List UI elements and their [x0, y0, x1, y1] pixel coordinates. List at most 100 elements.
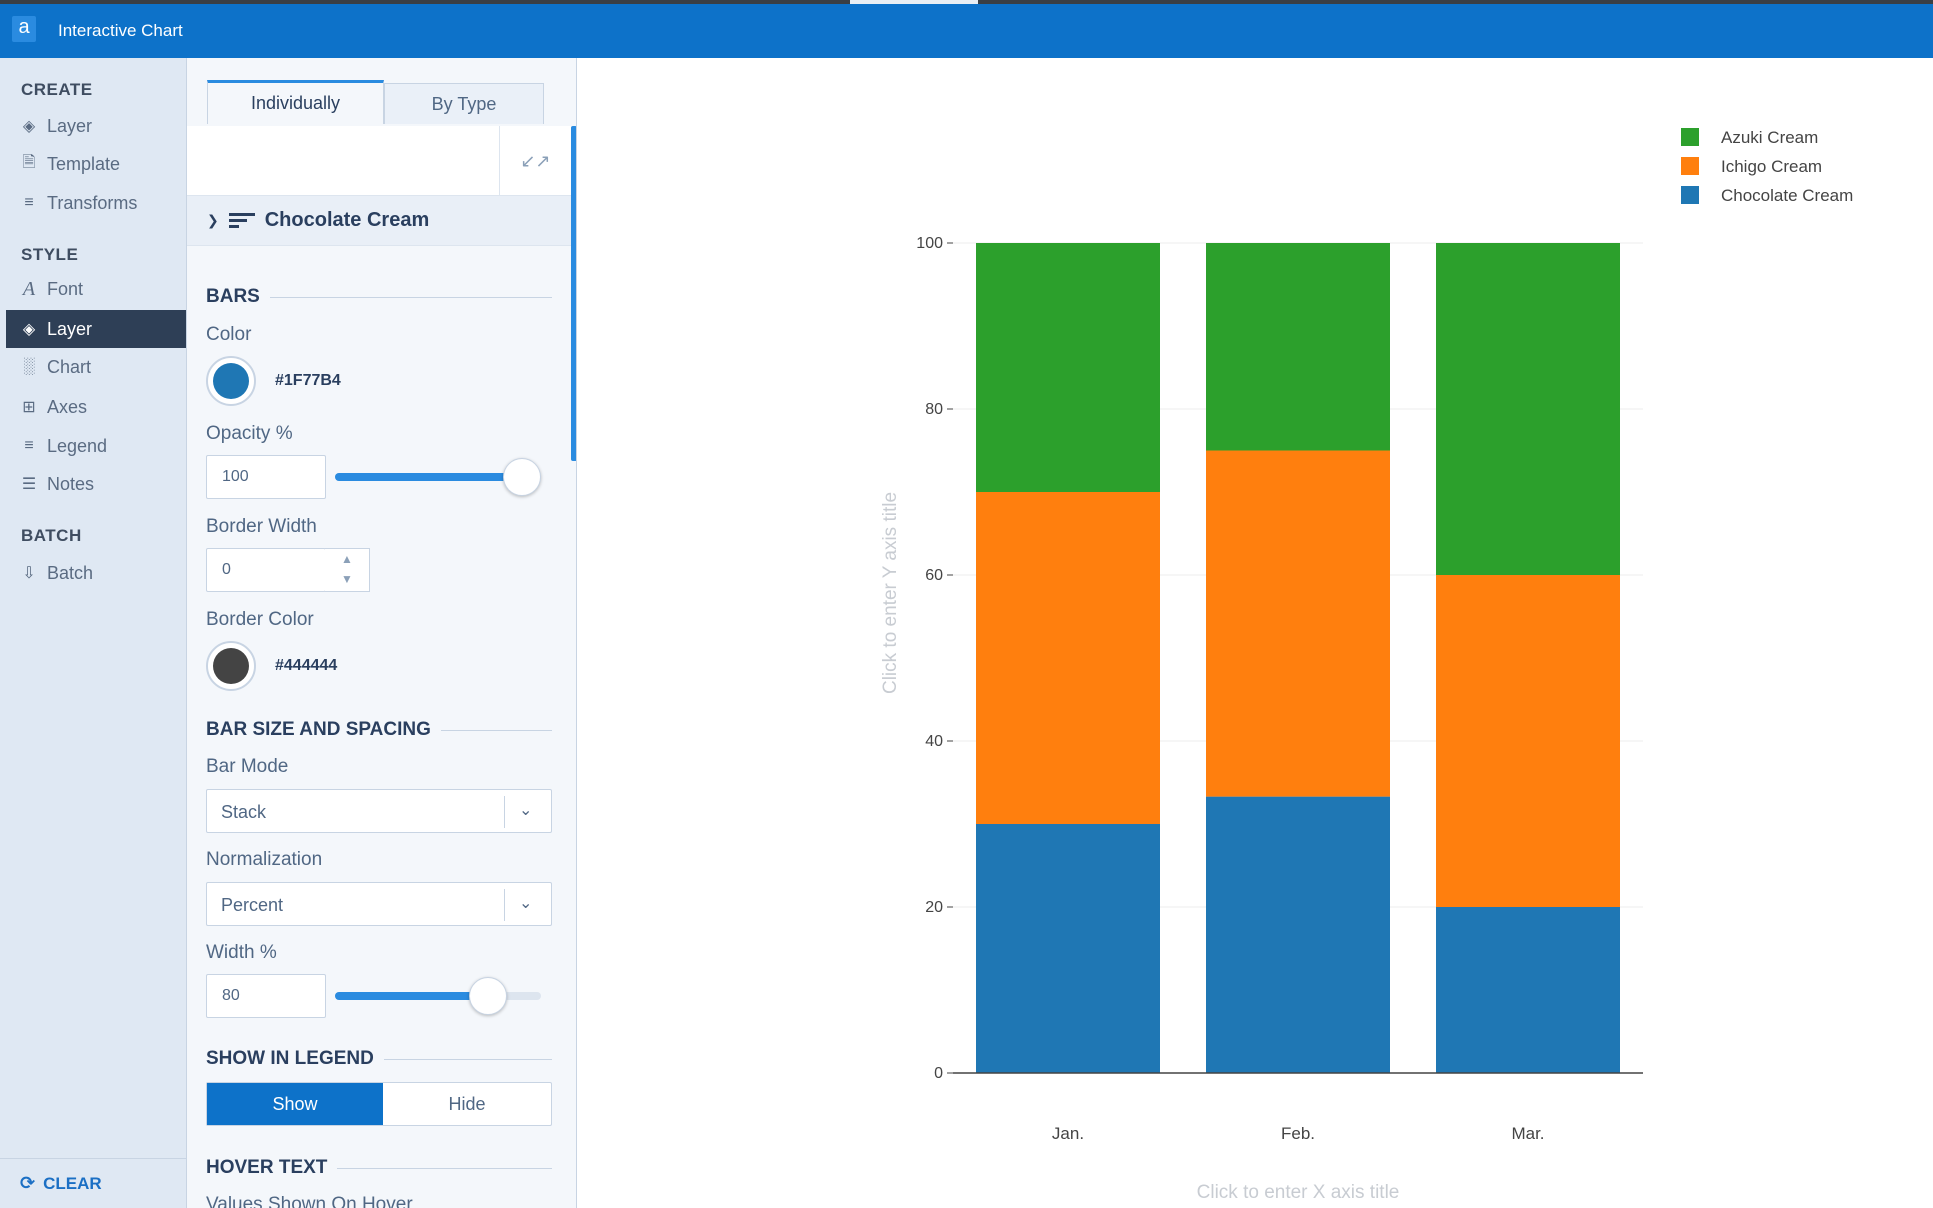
- sidebar-item-template[interactable]: 🗎 Template: [6, 145, 186, 183]
- batch-icon: ⇩: [22, 565, 36, 582]
- dropdown-divider: [504, 796, 505, 828]
- width-slider[interactable]: [335, 977, 541, 1015]
- y-axis-title[interactable]: Click to enter Y axis title: [880, 492, 901, 694]
- opacity-input[interactable]: 100: [206, 455, 326, 499]
- legend-swatch: [1681, 128, 1699, 146]
- legend-toggle: Show Hide: [206, 1082, 552, 1126]
- color-hex: #1F77B4: [275, 372, 341, 389]
- width-slider-fill: [335, 992, 489, 1000]
- editor-panel: Individually By Type ↙↗ ❯ Chocolate Crea…: [187, 58, 577, 1208]
- divider: [337, 1167, 552, 1169]
- sidebar-item-label: Chart: [47, 356, 92, 377]
- legend-label: Azuki Cream: [1721, 128, 1818, 147]
- width-label: Width %: [206, 942, 277, 963]
- divider: [383, 1058, 552, 1060]
- border-color-swatch-fill: [213, 648, 249, 684]
- sidebar-item-notes[interactable]: ☰ Notes: [6, 465, 186, 503]
- section-hover-text: HOVER TEXT: [206, 1157, 552, 1179]
- border-color-label: Border Color: [206, 609, 314, 630]
- chevron-down-icon: ⌄: [519, 802, 533, 819]
- panel-scrollbar[interactable]: [571, 126, 576, 461]
- sidebar-item-label: Template: [47, 153, 121, 174]
- sidebar-item-font[interactable]: A Font: [6, 270, 186, 308]
- title-bar: a Interactive Chart: [0, 4, 1933, 58]
- bar-azuki-cream: [1206, 243, 1390, 451]
- legend-swatch: [1681, 186, 1699, 204]
- width-slider-handle[interactable]: [469, 977, 508, 1015]
- sidebar-item-label: Legend: [47, 435, 108, 456]
- border-width-stepper[interactable]: ▲ ▼: [325, 548, 370, 592]
- divider: [440, 729, 552, 731]
- bar-trace-icon: [228, 212, 255, 230]
- bar-mode-value: Stack: [221, 802, 267, 822]
- width-input[interactable]: 80: [206, 974, 326, 1018]
- sidebar-item-layer-style[interactable]: ◈ Layer: [6, 310, 186, 348]
- legend-label: Chocolate Cream: [1721, 186, 1853, 205]
- legend-swatch: [1681, 157, 1699, 175]
- y-tick-label: 100: [916, 235, 943, 252]
- sidebar-item-transforms[interactable]: ≡ Transforms: [6, 184, 186, 222]
- chevron-up-icon[interactable]: ▲: [341, 552, 353, 566]
- collapse-all-button[interactable]: ↙↗: [499, 126, 571, 196]
- list-icon: ≡: [24, 437, 34, 454]
- clear-button[interactable]: ⟳ CLEAR: [0, 1158, 186, 1208]
- bar-chocolate-cream: [1436, 907, 1620, 1073]
- legend-label: Ichigo Cream: [1721, 157, 1822, 176]
- y-tick-label: 80: [925, 401, 943, 418]
- opacity-slider-handle[interactable]: [503, 458, 541, 496]
- sidebar-item-batch[interactable]: ⇩ Batch: [6, 554, 186, 592]
- tab-by-type[interactable]: By Type: [384, 83, 544, 124]
- border-width-label: Border Width: [206, 516, 317, 537]
- show-legend-button[interactable]: Show: [207, 1083, 383, 1125]
- sidebar: CREATE ◈ Layer 🗎 Template ≡ Transforms STYL…: [0, 58, 187, 1208]
- bar-ichigo-cream: [976, 492, 1160, 824]
- sidebar-item-label: Layer: [47, 318, 93, 339]
- app-logo-icon: a: [12, 16, 36, 42]
- sidebar-item-layer-create[interactable]: ◈ Layer: [6, 107, 186, 145]
- bar-azuki-cream: [1436, 243, 1620, 575]
- y-tick-label: 0: [934, 1065, 943, 1082]
- x-tick-label: Feb.: [1281, 1124, 1315, 1143]
- sidebar-item-label: Font: [47, 278, 84, 299]
- chart-area: 0 20 40 60 80 100 Jan. Feb. Mar. Click to enter X…: [578, 58, 1933, 1208]
- x-tick-label: Mar.: [1511, 1124, 1544, 1143]
- bar-chart-icon: ░: [23, 358, 35, 375]
- trace-header[interactable]: ❯ Chocolate Cream: [187, 196, 571, 246]
- sidebar-item-label: Notes: [47, 473, 95, 494]
- window-top-strip: [0, 0, 1933, 4]
- y-tick-label: 20: [925, 899, 943, 916]
- bar-chocolate-cream: [1206, 796, 1390, 1073]
- layers-icon: ◈: [22, 118, 36, 135]
- layers-icon: ◈: [22, 321, 36, 338]
- border-width-input[interactable]: 0: [206, 548, 326, 592]
- opacity-label: Opacity %: [206, 423, 293, 444]
- color-swatch[interactable]: [206, 356, 256, 406]
- bar-chocolate-cream: [976, 824, 1160, 1073]
- bar-mode-dropdown[interactable]: Stack ⌄: [206, 789, 552, 833]
- sidebar-item-label: Transforms: [47, 192, 138, 213]
- opacity-slider[interactable]: [335, 458, 541, 496]
- panel-toolbar: ↙↗: [187, 126, 571, 196]
- chevron-down-icon: ❯: [207, 212, 219, 228]
- section-legend-label: SHOW IN LEGEND: [206, 1048, 374, 1069]
- window-title: Interactive Chart: [58, 21, 183, 40]
- list-icon: ≡: [24, 194, 34, 211]
- x-axis-title[interactable]: Click to enter X axis title: [1197, 1182, 1400, 1203]
- section-bar-size-label: BAR SIZE AND SPACING: [206, 719, 431, 740]
- y-tick-label: 40: [925, 733, 943, 750]
- trace-name: Chocolate Cream: [264, 209, 430, 231]
- normalization-dropdown[interactable]: Percent ⌄: [206, 882, 552, 926]
- clear-label: CLEAR: [43, 1173, 102, 1193]
- hover-values-label: Values Shown On Hover: [206, 1194, 413, 1208]
- dropdown-divider: [504, 889, 505, 921]
- bar-ichigo-cream: [1206, 450, 1390, 797]
- x-tick-label: Jan.: [1052, 1124, 1084, 1143]
- sidebar-item-legend[interactable]: ≡ Legend: [6, 427, 186, 465]
- border-color-swatch[interactable]: [206, 641, 256, 691]
- tab-individually[interactable]: Individually: [207, 80, 384, 124]
- sidebar-item-axes[interactable]: ⊞ Axes: [6, 388, 186, 426]
- hide-legend-button[interactable]: Hide: [448, 1093, 486, 1114]
- section-bars-label: BARS: [206, 286, 260, 307]
- sidebar-item-chart[interactable]: ░ Chart: [6, 348, 186, 386]
- chevron-down-icon[interactable]: ▼: [341, 572, 353, 586]
